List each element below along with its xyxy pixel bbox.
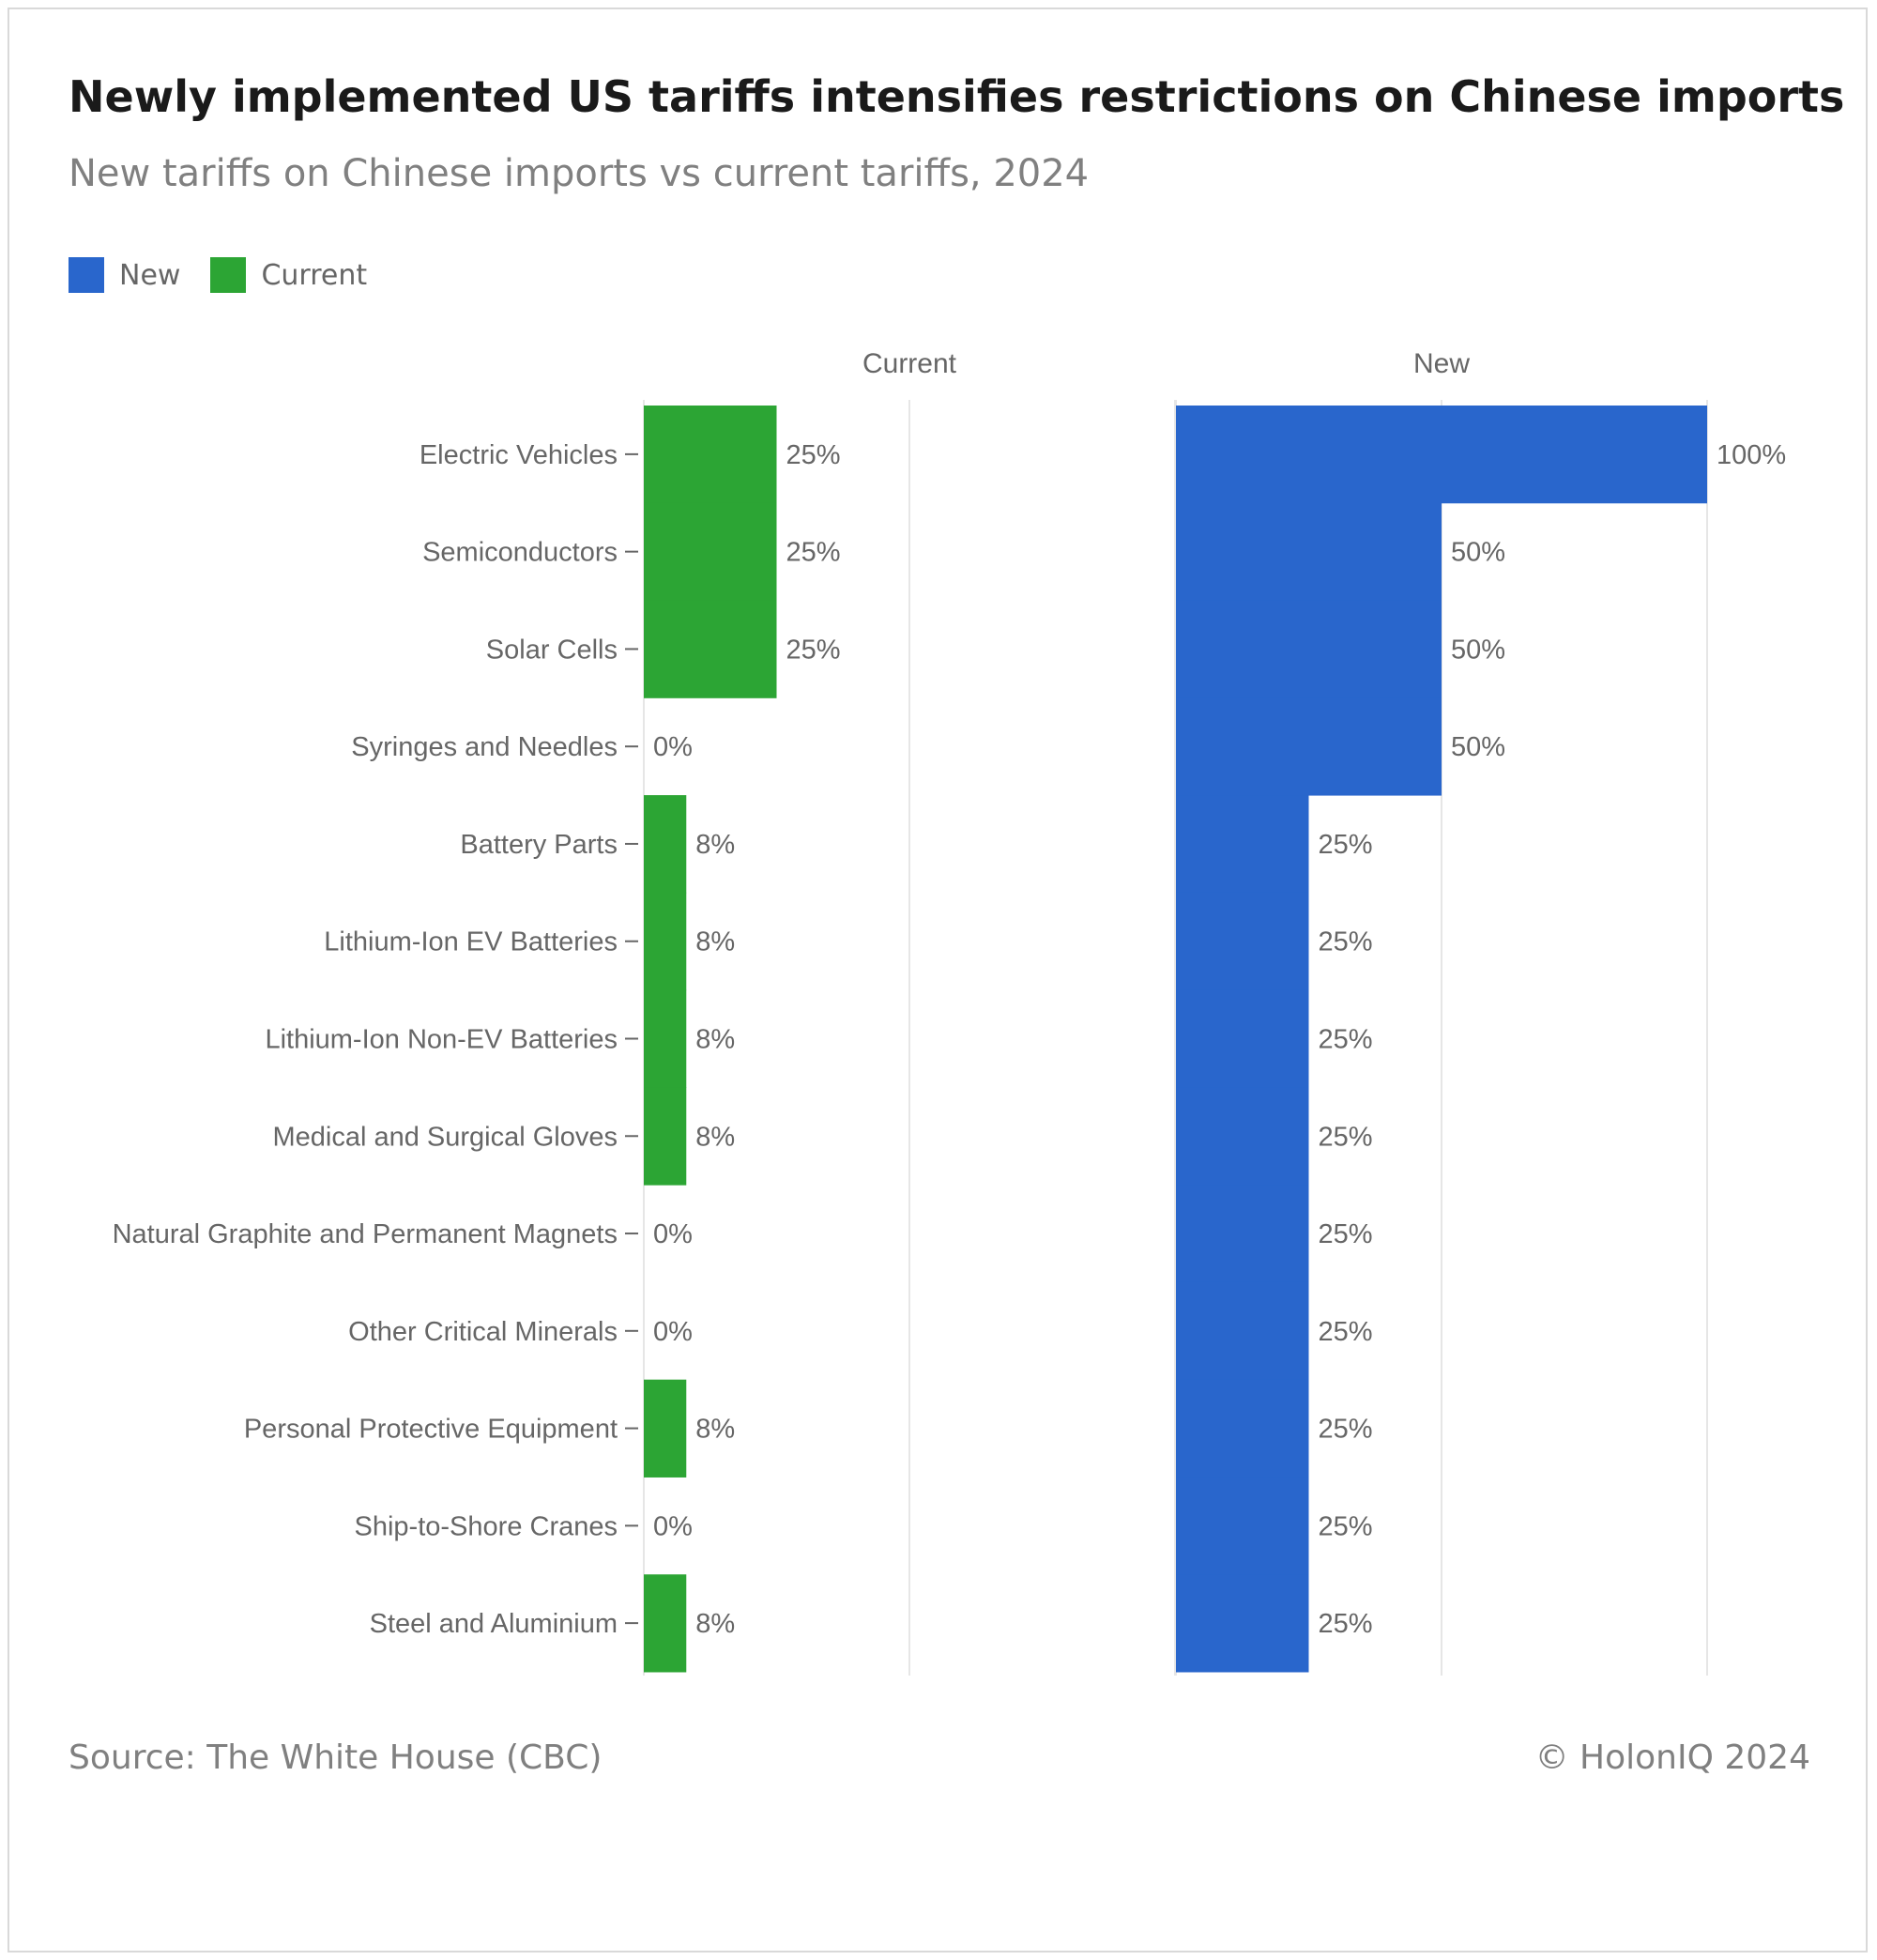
- data-label-new: 25%: [1319, 1609, 1373, 1639]
- category-label: Other Critical Minerals: [348, 1317, 618, 1347]
- bar-current: [644, 1379, 687, 1478]
- legend-label-current: Current: [261, 258, 368, 292]
- bar-new: [1176, 795, 1309, 894]
- data-label-current: 8%: [695, 830, 735, 860]
- bar-current: [644, 406, 777, 504]
- chart-frame: [8, 8, 1868, 1952]
- data-label-new: 50%: [1451, 732, 1505, 762]
- bar-current: [644, 795, 687, 894]
- data-label-current: 25%: [786, 635, 841, 665]
- legend-swatch-new: [69, 257, 104, 293]
- legend-swatch-current: [210, 257, 247, 293]
- bar-new: [1176, 892, 1309, 991]
- data-label-current: 8%: [695, 1025, 735, 1055]
- data-label-current: 8%: [695, 1122, 735, 1152]
- data-label-new: 25%: [1319, 1415, 1373, 1445]
- data-label-new: 25%: [1319, 1025, 1373, 1055]
- data-label-new: 25%: [1319, 1122, 1373, 1152]
- data-label-current: 25%: [786, 538, 841, 568]
- data-label-new: 50%: [1451, 538, 1505, 568]
- legend-item-current[interactable]: Current: [210, 257, 367, 293]
- bar-new: [1176, 697, 1442, 796]
- data-label-current: 8%: [695, 927, 735, 957]
- bar-current: [644, 1574, 687, 1673]
- data-label-new: 25%: [1319, 830, 1373, 860]
- data-label-new: 25%: [1319, 1511, 1373, 1541]
- data-label-current: 0%: [653, 732, 693, 762]
- panel-title-new: New: [1413, 348, 1470, 379]
- bar-new: [1176, 406, 1707, 504]
- category-label: Solar Cells: [486, 635, 618, 665]
- bar-current: [644, 502, 777, 602]
- legend: New Current: [69, 257, 397, 293]
- data-label-new: 25%: [1319, 1219, 1373, 1249]
- category-label: Steel and Aluminium: [370, 1609, 618, 1639]
- bar-new: [1176, 502, 1442, 602]
- category-label: Medical and Surgical Gloves: [272, 1122, 618, 1152]
- category-label: Lithium-Ion EV Batteries: [324, 927, 618, 957]
- category-label: Semiconductors: [422, 538, 618, 568]
- data-label-new: 25%: [1319, 927, 1373, 957]
- data-label-current: 0%: [653, 1219, 693, 1249]
- category-label: Natural Graphite and Permanent Magnets: [113, 1219, 618, 1249]
- bar-new: [1176, 1379, 1309, 1478]
- bar-new: [1176, 1281, 1309, 1381]
- data-label-current: 0%: [653, 1511, 693, 1541]
- data-label-new: 50%: [1451, 635, 1505, 665]
- category-label: Ship-to-Shore Cranes: [355, 1511, 618, 1541]
- bar-current: [644, 892, 687, 991]
- data-label-new: 100%: [1717, 440, 1786, 470]
- panel-title-current: Current: [862, 348, 957, 379]
- data-label-current: 25%: [786, 440, 841, 470]
- data-label-new: 25%: [1319, 1317, 1373, 1347]
- bar-current: [644, 989, 687, 1088]
- category-label: Personal Protective Equipment: [244, 1415, 618, 1445]
- source-note: Source: The White House (CBC): [69, 1738, 603, 1777]
- category-label: Battery Parts: [460, 830, 618, 860]
- category-label: Syringes and Needles: [351, 732, 618, 762]
- bar-new: [1176, 1477, 1309, 1575]
- legend-item-new[interactable]: New: [69, 257, 180, 293]
- bar-new: [1176, 1087, 1309, 1186]
- data-label-current: 8%: [695, 1609, 735, 1639]
- category-label: Lithium-Ion Non-EV Batteries: [265, 1025, 618, 1055]
- chart-title: Newly implemented US tariffs intensifies…: [69, 71, 1845, 122]
- bar-current: [644, 600, 777, 698]
- credit-note: © HolonIQ 2024: [1534, 1738, 1810, 1777]
- data-label-current: 0%: [653, 1317, 693, 1347]
- bar-new: [1176, 1185, 1309, 1283]
- legend-label-new: New: [119, 258, 181, 292]
- bar-new: [1176, 989, 1309, 1088]
- category-label: Electric Vehicles: [420, 440, 618, 470]
- bar-new: [1176, 600, 1442, 698]
- bar-current: [644, 1087, 687, 1186]
- chart-subtitle: New tariffs on Chinese imports vs curren…: [69, 152, 1090, 195]
- bar-new: [1176, 1574, 1309, 1673]
- data-label-current: 8%: [695, 1415, 735, 1445]
